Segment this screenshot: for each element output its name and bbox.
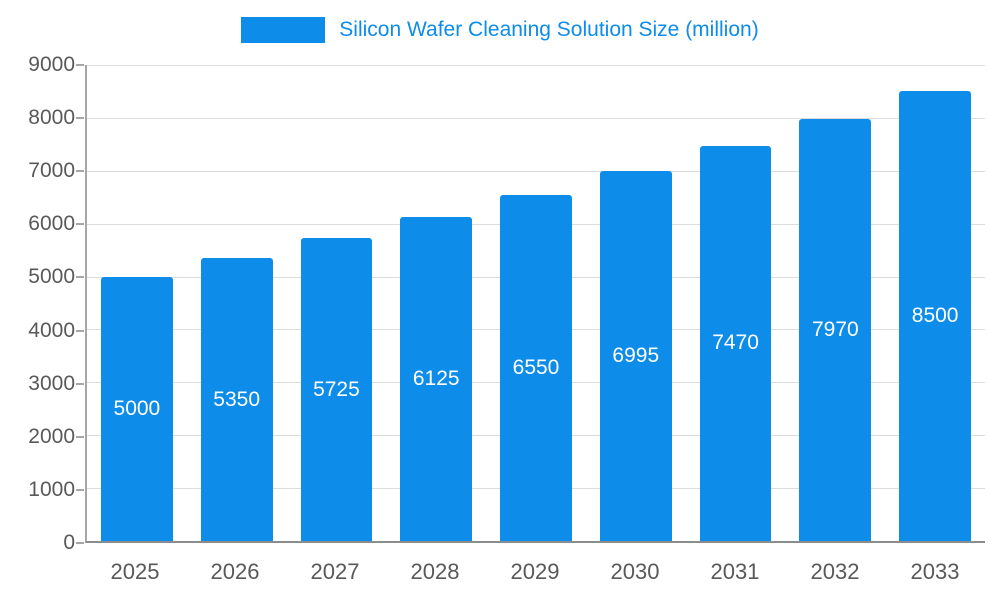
y-tick-mark: [76, 64, 84, 66]
y-tick-label: 7000: [28, 159, 75, 183]
bar-value-label: 6125: [412, 367, 460, 391]
plot-area: 5000 5350 5725 6125 6550 6995 7470 7970 8500: [85, 65, 985, 543]
bar-slot: 5000: [87, 65, 187, 541]
bar-slot: 5725: [287, 65, 387, 541]
bar: 5350: [200, 258, 273, 541]
x-tick-label: 2031: [710, 559, 760, 584]
x-tick-label: 2025: [110, 559, 160, 584]
x-tick-label: 2026: [210, 559, 260, 584]
bar-slot: 7470: [686, 65, 786, 541]
bar: 5725: [300, 238, 373, 541]
legend-swatch: [241, 17, 326, 43]
x-tick-label: 2032: [810, 559, 860, 584]
y-tick-label: 8000: [28, 106, 75, 130]
bar: 7470: [699, 145, 772, 541]
bar-value-label: 6550: [512, 355, 560, 379]
y-tick-label: 1000: [28, 477, 75, 501]
bar-value-label: 5725: [313, 377, 360, 401]
x-tick-label: 2027: [310, 559, 360, 584]
bar-slot: 6995: [586, 65, 686, 541]
bar-slot: 8500: [885, 65, 985, 541]
y-tick-mark: [76, 329, 84, 332]
y-tick-label: 5000: [28, 265, 75, 289]
y-tick-mark: [76, 117, 84, 120]
bar-value-label: 7470: [712, 331, 759, 355]
bar: 7970: [799, 119, 872, 541]
bar-value-label: 6995: [612, 344, 660, 368]
chart-legend: Silicon Wafer Cleaning Solution Size (mi…: [0, 14, 1000, 46]
bar: 6550: [500, 194, 572, 541]
bar: 6995: [599, 171, 672, 541]
bar-value-label: 8500: [911, 304, 959, 328]
y-tick-mark: [76, 382, 84, 385]
y-tick-label: 9000: [28, 53, 75, 76]
x-tick-label: 2028: [410, 559, 460, 584]
y-tick-label: 2000: [28, 424, 75, 448]
gridline: [87, 117, 985, 119]
gridline: [87, 170, 985, 172]
x-tick-label: 2033: [910, 559, 960, 584]
bar-value-label: 5350: [213, 387, 261, 411]
y-tick-mark: [76, 488, 84, 491]
bar-value-label: 7970: [811, 318, 859, 342]
bars-container: 5000 5350 5725 6125 6550 6995 7470 7970 8500: [87, 65, 985, 541]
bar-slot: 5350: [187, 65, 287, 541]
y-tick-label: 4000: [28, 318, 75, 342]
y-tick-label: 3000: [28, 371, 75, 395]
bar-slot: 7970: [785, 65, 885, 541]
bar: 6125: [400, 217, 473, 541]
x-tick-label: 2030: [610, 559, 660, 584]
bar-value-label: 5000: [113, 396, 161, 420]
bar-slot: 6550: [486, 65, 586, 541]
y-axis: 0 1000 2000 3000 4000 5000 6000 7000 8000 9000: [0, 53, 84, 554]
x-tick-label: 2029: [510, 559, 560, 584]
y-tick-mark: [76, 223, 84, 226]
y-tick-mark: [76, 435, 84, 438]
y-tick-label: 0: [63, 531, 75, 554]
bar-slot: 6125: [386, 65, 486, 541]
y-tick-label: 6000: [28, 212, 75, 236]
x-axis: 2025 2026 2027 2028 2029 2030 2031 2032 2033: [85, 554, 985, 590]
bar: 8500: [899, 91, 972, 541]
y-tick-mark: [76, 542, 84, 544]
y-tick-mark: [76, 276, 84, 279]
chart-title: Silicon Wafer Cleaning Solution Size (mi…: [339, 18, 759, 41]
bar: 5000: [100, 276, 173, 541]
gridline: [87, 65, 985, 66]
y-tick-mark: [76, 170, 84, 173]
